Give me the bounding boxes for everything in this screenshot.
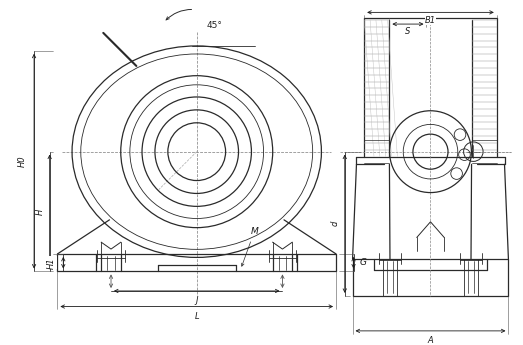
Text: 45°: 45° [206,21,222,30]
Text: G: G [360,258,367,267]
Text: H1: H1 [47,257,56,268]
Text: A: A [428,336,434,345]
Text: B1: B1 [425,16,436,25]
Text: J: J [196,296,198,305]
Text: L: L [195,312,199,321]
Text: H: H [36,208,44,215]
Text: H0: H0 [18,155,27,167]
Text: S: S [405,27,411,36]
Text: M: M [242,227,258,266]
Text: d: d [331,221,339,226]
